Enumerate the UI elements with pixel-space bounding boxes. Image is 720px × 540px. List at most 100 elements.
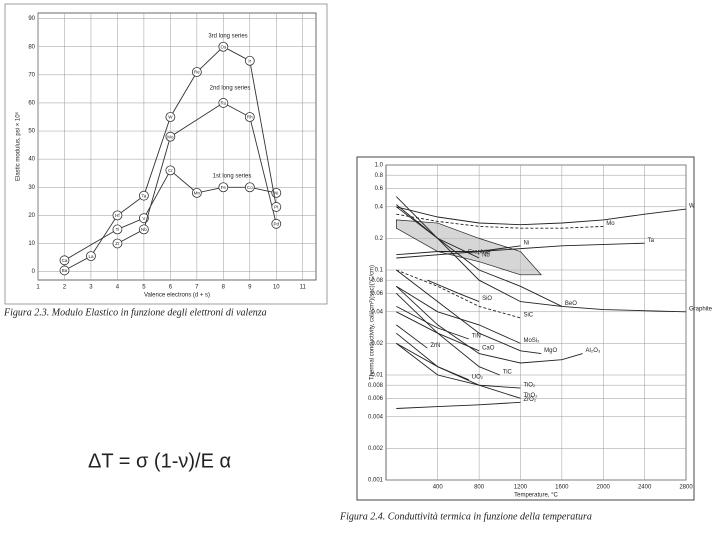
plot-frame (37, 12, 317, 281)
y-tick-label: 0.1 (375, 268, 384, 274)
series-label: Mo (606, 221, 615, 227)
y-tick-label: 10 (28, 241, 35, 247)
y-tick-label: 80 (28, 44, 35, 50)
series-label: SiC (523, 312, 533, 318)
data-point (244, 112, 255, 122)
point-label: Ca (62, 258, 68, 263)
series-label: ThO₂ (523, 393, 538, 399)
x-tick-label: 5 (142, 285, 146, 291)
data-point (191, 187, 202, 198)
plot-frame (385, 164, 687, 481)
data-point (244, 182, 255, 193)
x-tick-label: 9 (248, 285, 252, 291)
y-tick-label: 70 (28, 72, 35, 78)
series-label: ZrN (430, 343, 440, 349)
band-label: Graphite (468, 250, 492, 256)
series-line (396, 285, 521, 344)
series-line (395, 196, 562, 307)
series-line (395, 292, 500, 376)
y-tick-label: 0.4 (375, 204, 384, 210)
series-line (396, 269, 542, 355)
y-tick-label: 30 (28, 185, 35, 191)
y-tick-label: 0.01 (371, 373, 383, 379)
series-line (117, 102, 277, 244)
series-label: 1st long series (213, 174, 252, 180)
data-point (86, 251, 96, 262)
series-label: TiC (503, 370, 513, 376)
x-axis-label: Temperature, °C (514, 493, 558, 499)
data-point (271, 202, 282, 212)
x-tick-label: 400 (433, 485, 444, 491)
point-label: Ta (142, 193, 147, 198)
y-tick-label: 0 (32, 269, 36, 275)
series-label: TiO₂ (523, 383, 535, 389)
series-line (396, 332, 521, 399)
series-line (427, 279, 480, 303)
y-tick-label: 0.002 (368, 446, 384, 452)
y-tick-label: 0.06 (371, 291, 383, 297)
point-label: V (142, 216, 145, 221)
x-tick-label: 1600 (555, 485, 569, 491)
x-tick-label: 2 (63, 285, 67, 291)
x-tick-label: 2800 (679, 485, 693, 491)
series-label: Graphite (689, 306, 713, 312)
data-point (218, 98, 229, 108)
point-label: Nb (141, 227, 147, 232)
y-tick-label: 0.6 (375, 186, 384, 192)
data-point (191, 67, 202, 77)
data-point (165, 165, 176, 176)
point-label: Os (220, 44, 227, 49)
data-point (112, 210, 123, 221)
y-axis-label: Elastic modulus, psi × 10⁶ (15, 111, 22, 181)
point-label: Pd (274, 221, 280, 226)
x-tick-label: 2000 (597, 485, 611, 491)
series-line (396, 401, 521, 409)
series-line (396, 343, 521, 389)
y-tick-label: 0.001 (368, 478, 384, 484)
series-label: TiN (472, 334, 481, 340)
scan-frame (4, 3, 328, 305)
data-point (139, 190, 149, 201)
x-axis-label: Valence electrons (d + s) (144, 293, 210, 299)
x-tick-label: 10 (273, 285, 280, 291)
x-tick-label: 800 (474, 485, 485, 491)
point-label: Co (247, 185, 253, 190)
y-tick-label: 90 (28, 16, 35, 22)
series-label: Al₂O₃ (586, 348, 601, 354)
caption: Figura 2.4. Conduttività termica in funz… (339, 511, 592, 522)
point-label: La (88, 254, 94, 259)
series-label: BeO (565, 301, 577, 307)
y-tick-label: 0.006 (368, 396, 384, 402)
x-tick-label: 8 (222, 285, 226, 291)
series-line (396, 324, 428, 349)
x-tick-label: 3 (89, 285, 93, 291)
point-label: Mn (194, 191, 201, 196)
data-point (59, 255, 70, 266)
point-label: Ni (274, 191, 278, 196)
y-tick-label: 60 (28, 101, 35, 107)
series-label: UO₂ (472, 374, 484, 380)
series-line (396, 245, 521, 256)
series-label: Nb (482, 253, 490, 259)
y-tick-label: 0.8 (375, 173, 384, 179)
x-tick-label: 1 (36, 285, 40, 291)
y-tick-label: 0.08 (371, 278, 383, 284)
series-line (396, 242, 645, 259)
series-label: Ta (648, 238, 655, 244)
point-label: Ru (220, 101, 226, 106)
point-label: Pt (274, 205, 279, 210)
x-tick-label: 2400 (638, 485, 652, 491)
data-point (139, 224, 149, 235)
x-tick-label: 7 (195, 285, 199, 291)
graphite-band (395, 219, 542, 276)
series-label: MoSi₂ (523, 338, 540, 344)
data-point (218, 182, 229, 193)
series-label: 2nd long series (210, 86, 251, 92)
y-tick-label: 0.02 (371, 341, 383, 347)
scan-frame (356, 156, 695, 501)
series-line (396, 343, 469, 381)
point-label: Cr (168, 168, 173, 173)
series-line (396, 213, 604, 229)
y-tick-label: 1.0 (375, 163, 384, 169)
